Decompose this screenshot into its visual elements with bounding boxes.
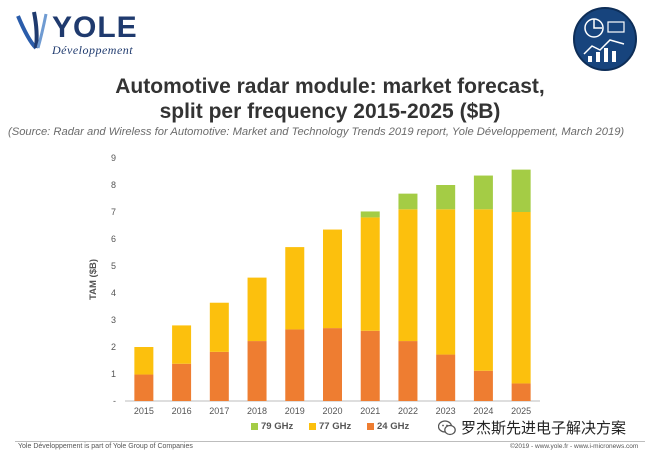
x-tick-label: 2023 xyxy=(436,406,456,416)
bar-chart: - 1 2 3 4 5 6 7 8 9 TAM ($B) 2015 2016 2017 2018 2019 20… xyxy=(88,153,540,432)
bar-79ghz-2021 xyxy=(360,211,380,218)
footer-divider xyxy=(15,441,645,442)
bar-77ghz-2018 xyxy=(247,277,267,342)
bar-79ghz-2024 xyxy=(473,175,493,210)
x-tick-label: 2015 xyxy=(134,406,154,416)
y-tick-label: 7 xyxy=(111,207,116,217)
bar-77ghz-2017 xyxy=(209,302,229,352)
legend-label: 79 GHz xyxy=(261,421,293,432)
bar-77ghz-2016 xyxy=(172,325,192,364)
legend-swatch xyxy=(251,423,258,430)
y-tick-label: 1 xyxy=(111,369,116,379)
x-tick-label: 2021 xyxy=(360,406,380,416)
bar-77ghz-2024 xyxy=(473,209,493,371)
yole-logo-mark xyxy=(16,11,48,50)
y-tick-label: 3 xyxy=(111,315,116,325)
bar-79ghz-2025 xyxy=(511,169,531,212)
x-tick-label: 2017 xyxy=(209,406,229,416)
bar-24ghz-2016 xyxy=(172,363,192,401)
legend-label: 24 GHz xyxy=(377,421,409,432)
bar-77ghz-2023 xyxy=(436,209,456,355)
y-tick-label: 9 xyxy=(111,153,116,163)
logo-word: YOLE xyxy=(52,11,138,44)
y-tick-label: 4 xyxy=(111,288,116,298)
bar-79ghz-2022 xyxy=(398,193,418,210)
bar-24ghz-2023 xyxy=(436,354,456,401)
chart-title-line1: Automotive radar module: market forecast… xyxy=(115,75,545,98)
bar-77ghz-2021 xyxy=(360,217,380,331)
report-badge-icon xyxy=(573,7,637,71)
wechat-icon xyxy=(438,419,456,435)
legend-swatch xyxy=(367,423,374,430)
bar-77ghz-2020 xyxy=(323,229,342,329)
y-axis-label: TAM ($B) xyxy=(88,259,99,300)
x-tick-label: 2016 xyxy=(172,406,192,416)
x-tick-label: 2025 xyxy=(511,406,531,416)
bar-24ghz-2021 xyxy=(360,330,380,401)
x-tick-label: 2019 xyxy=(285,406,305,416)
bar-24ghz-2025 xyxy=(511,383,531,401)
bar-24ghz-2022 xyxy=(398,341,418,401)
logo-subtitle: Développement xyxy=(52,43,134,57)
x-tick-label: 2020 xyxy=(322,406,342,416)
y-tick-label: 2 xyxy=(111,342,116,352)
bar-24ghz-2020 xyxy=(323,328,342,401)
bar-77ghz-2019 xyxy=(285,247,305,330)
chart-source: (Source: Radar and Wireless for Automoti… xyxy=(8,126,625,138)
bar-79ghz-2023 xyxy=(436,185,456,210)
bar-77ghz-2025 xyxy=(511,212,531,384)
bar-24ghz-2015 xyxy=(134,374,154,401)
wechat-watermark: 罗杰斯先进电子解决方案 xyxy=(438,417,626,438)
bar-77ghz-2022 xyxy=(398,209,418,342)
bar-24ghz-2017 xyxy=(209,351,229,401)
x-tick-label: 2022 xyxy=(398,406,418,416)
x-tick-label: 2018 xyxy=(247,406,267,416)
y-tick-label: - xyxy=(113,396,116,406)
footer-right-text: ©2019 - www.yole.fr - www.i-micronews.co… xyxy=(510,443,639,450)
bar-24ghz-2024 xyxy=(473,370,493,401)
x-tick-label: 2024 xyxy=(473,406,493,416)
legend-swatch xyxy=(309,423,316,430)
y-tick-label: 6 xyxy=(111,234,116,244)
legend-label: 77 GHz xyxy=(319,421,351,432)
y-tick-label: 5 xyxy=(111,261,116,271)
bar-24ghz-2018 xyxy=(247,341,267,401)
chart-title-line2: split per frequency 2015-2025 ($B) xyxy=(159,100,501,123)
yole-logo: YOLE Développement xyxy=(14,6,144,64)
footer-left-text: Yole Développement is part of Yole Group… xyxy=(18,443,193,450)
bar-77ghz-2015 xyxy=(134,347,154,375)
bar-24ghz-2019 xyxy=(285,329,305,401)
y-tick-label: 8 xyxy=(111,180,116,190)
watermark-text: 罗杰斯先进电子解决方案 xyxy=(461,419,627,437)
